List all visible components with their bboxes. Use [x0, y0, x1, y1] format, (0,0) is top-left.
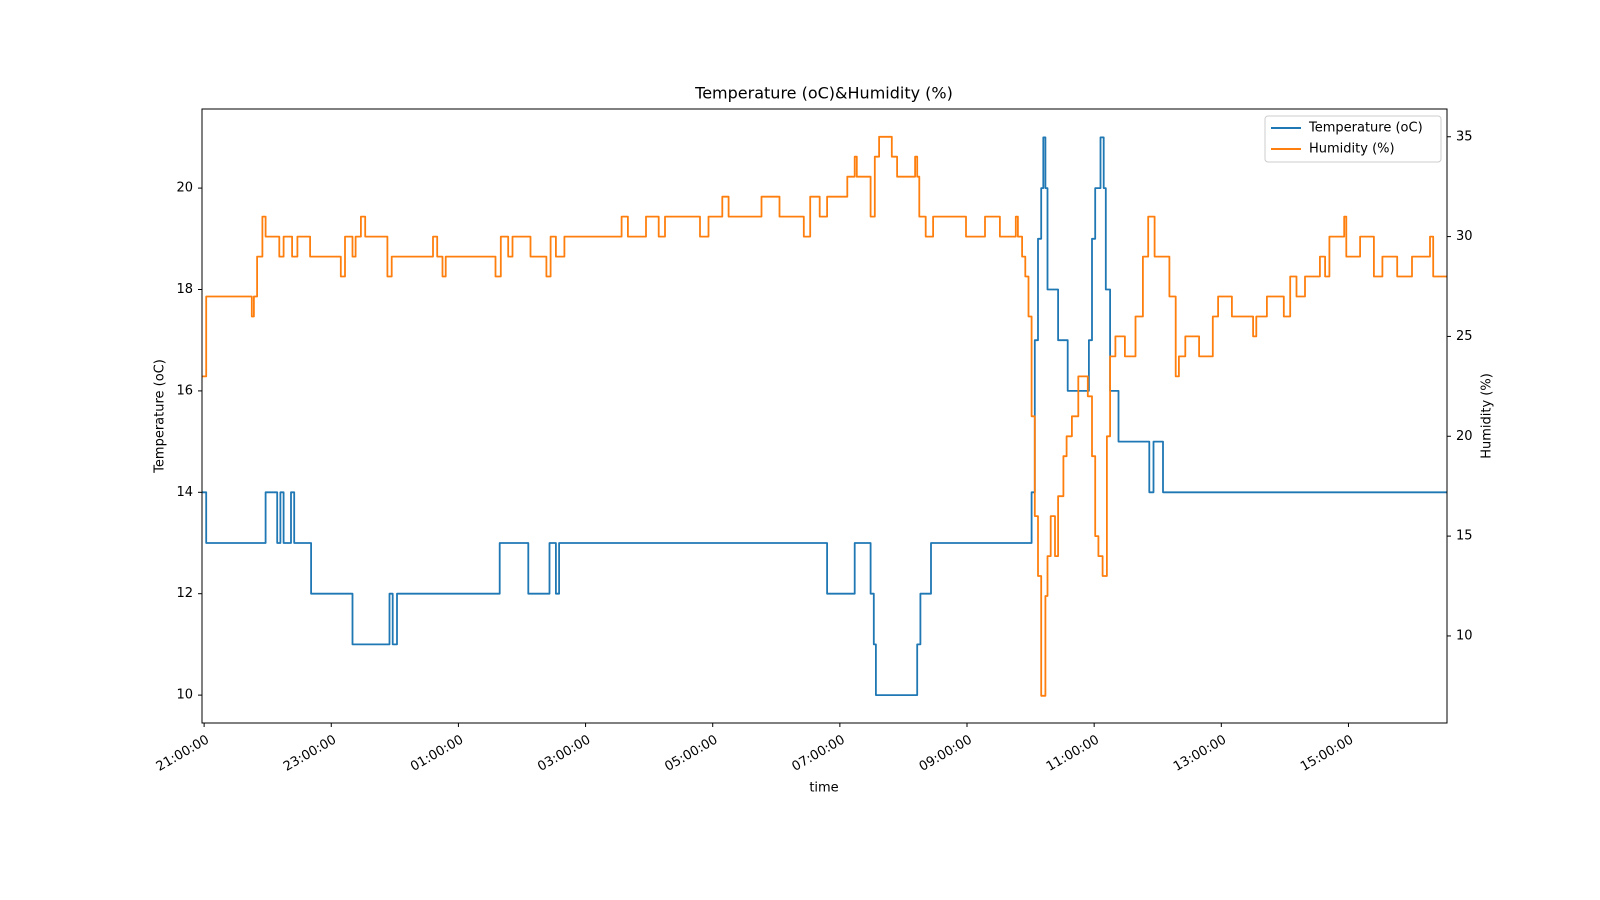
- y-tick-label: 18: [176, 282, 193, 297]
- y2-axis-label: Humidity (%): [1480, 373, 1495, 459]
- y-tick-label: 14: [176, 485, 193, 500]
- y-tick-label: 16: [176, 383, 193, 398]
- x-axis-label: time: [809, 781, 838, 796]
- y-axis-label: Temperature (oC): [153, 359, 168, 474]
- legend: Temperature (oC) Humidity (%): [1264, 115, 1442, 163]
- y2-tick-label: 35: [1456, 129, 1473, 144]
- y2-tick-label: 20: [1456, 429, 1473, 444]
- legend-label: Temperature (oC): [1308, 121, 1423, 136]
- y2-tick-label: 10: [1456, 628, 1473, 643]
- y-tick-label: 20: [176, 181, 193, 196]
- y2-tick-label: 15: [1456, 529, 1473, 544]
- y-tick-label: 12: [176, 586, 193, 601]
- plot-frame: [201, 108, 1448, 724]
- legend-label: Humidity (%): [1309, 142, 1395, 157]
- y2-tick-label: 30: [1456, 229, 1473, 244]
- y2-tick-label: 25: [1456, 329, 1473, 344]
- line-series: [202, 136, 1447, 696]
- line-series: [202, 135, 1447, 697]
- legend-box: [1264, 115, 1442, 163]
- chart-title: Temperature (oC)&Humidity (%): [694, 84, 953, 103]
- y-tick-label: 10: [176, 688, 193, 703]
